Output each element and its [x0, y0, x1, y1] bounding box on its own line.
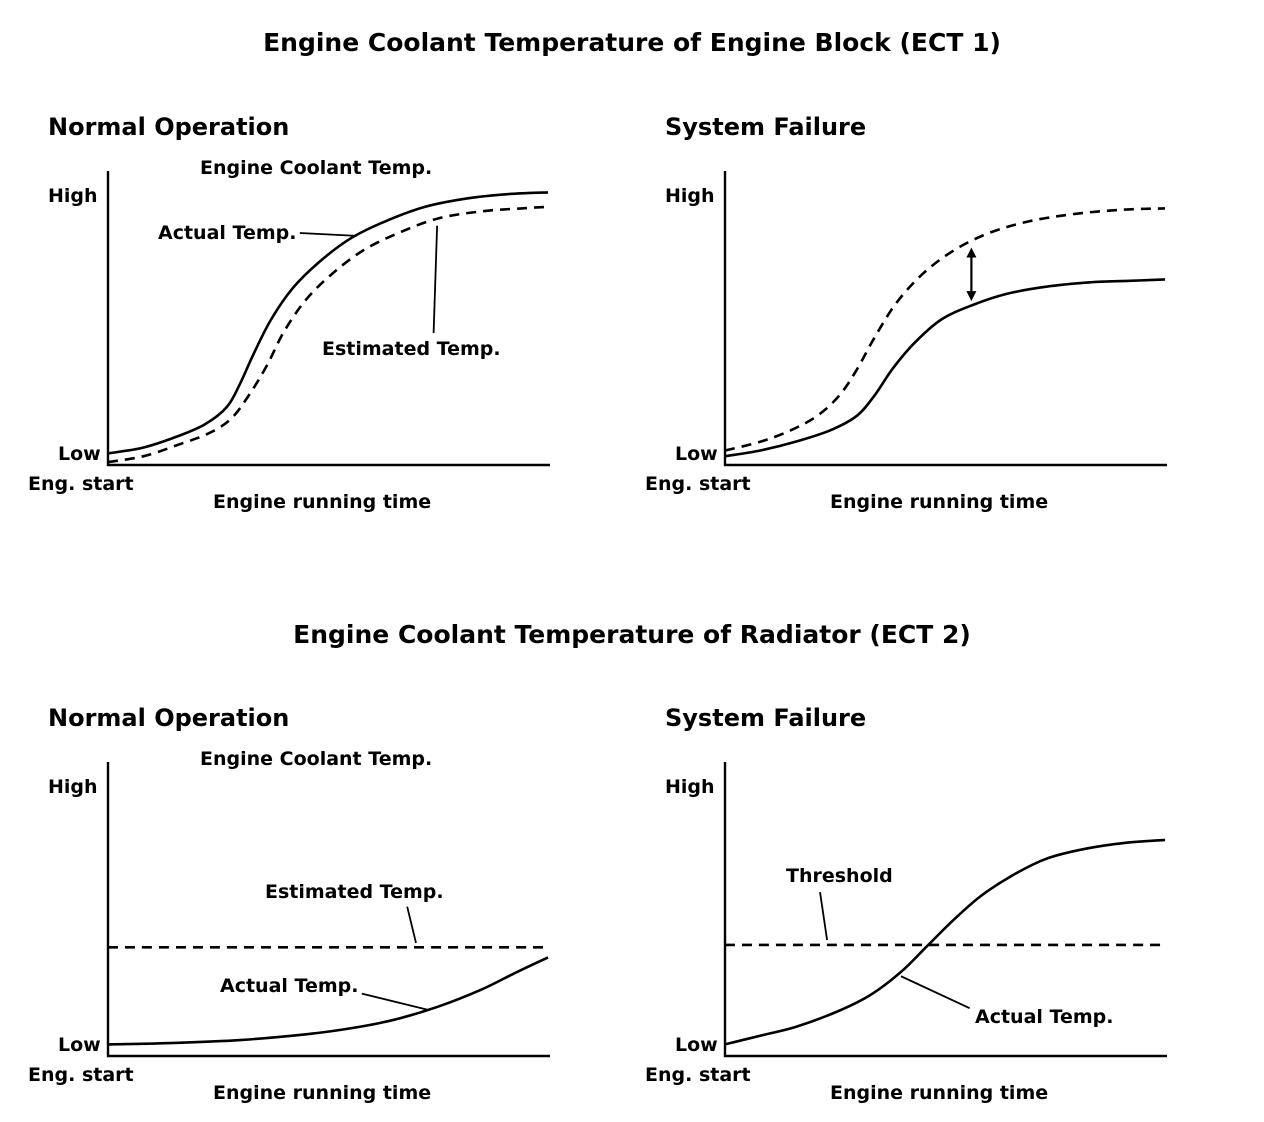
- y-axis-low-label: Low: [58, 443, 101, 465]
- origin-label: Eng. start: [28, 473, 134, 495]
- annotation-estimated-temp: Estimated Temp.: [322, 338, 501, 360]
- ect2-failure-chart: [723, 762, 1167, 1058]
- annotation-actual-temp: Actual Temp.: [220, 975, 359, 997]
- annotation-actual-temp: Actual Temp.: [975, 1006, 1114, 1028]
- annotation-threshold: Threshold: [786, 865, 893, 887]
- y-axis-high-label: High: [665, 776, 715, 798]
- panel-ect2-failure: System Failure High Low Eng. start Engin…: [635, 686, 1250, 1122]
- panel-ect1-failure: System Failure High Low Eng. start Engin…: [635, 95, 1250, 560]
- y-axis-low-label: Low: [58, 1034, 101, 1056]
- panel-ect1-normal: Normal Operation Engine Coolant Temp. Hi…: [18, 95, 633, 560]
- annotation-actual-temp: Actual Temp.: [158, 222, 297, 244]
- origin-label: Eng. start: [645, 1064, 751, 1086]
- x-axis-label: Engine running time: [213, 1082, 432, 1104]
- section-title-ect1: Engine Coolant Temperature of Engine Blo…: [263, 28, 1001, 57]
- y-axis-high-label: High: [48, 776, 98, 798]
- panel-subtitle: Normal Operation: [48, 113, 290, 141]
- y-axis-low-label: Low: [675, 443, 718, 465]
- ect1-normal-chart: [106, 171, 550, 467]
- panel-subtitle: System Failure: [665, 704, 867, 732]
- annotation-estimated-temp: Estimated Temp.: [265, 881, 444, 903]
- origin-label: Eng. start: [645, 473, 751, 495]
- section-title-ect2: Engine Coolant Temperature of Radiator (…: [293, 620, 971, 649]
- panel-subtitle: System Failure: [665, 113, 867, 141]
- y-axis-low-label: Low: [675, 1034, 718, 1056]
- y-axis-high-label: High: [48, 185, 98, 207]
- panel-ect2-normal: Normal Operation Engine Coolant Temp. Hi…: [18, 686, 633, 1122]
- panel-subtitle: Normal Operation: [48, 704, 290, 732]
- chart-title-label: Engine Coolant Temp.: [200, 748, 433, 770]
- x-axis-label: Engine running time: [213, 491, 432, 513]
- chart-title-label: Engine Coolant Temp.: [200, 157, 433, 179]
- x-axis-label: Engine running time: [830, 1082, 1049, 1104]
- ect2-normal-chart: [106, 762, 550, 1058]
- x-axis-label: Engine running time: [830, 491, 1049, 513]
- y-axis-high-label: High: [665, 185, 715, 207]
- origin-label: Eng. start: [28, 1064, 134, 1086]
- ect1-failure-chart: [723, 171, 1167, 467]
